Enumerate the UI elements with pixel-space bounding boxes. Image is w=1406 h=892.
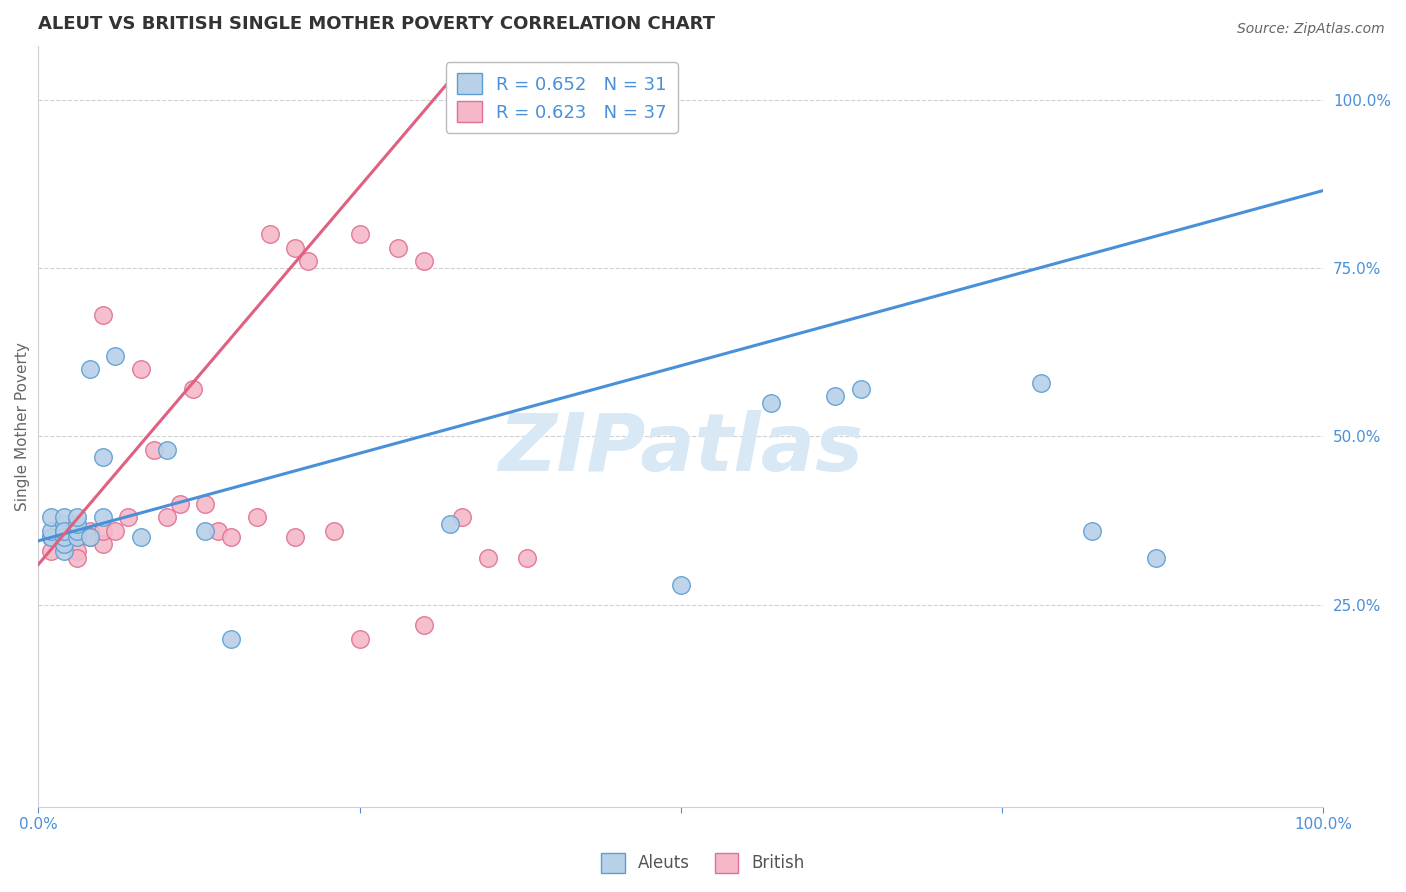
Point bbox=[79, 531, 101, 545]
Point bbox=[39, 510, 62, 524]
Point bbox=[284, 241, 307, 255]
Point bbox=[1029, 376, 1052, 390]
Point bbox=[39, 531, 62, 545]
Point bbox=[349, 632, 371, 646]
Point bbox=[53, 537, 76, 551]
Point bbox=[66, 531, 89, 545]
Point bbox=[53, 531, 76, 545]
Point bbox=[143, 442, 166, 457]
Point bbox=[53, 544, 76, 558]
Point bbox=[104, 349, 127, 363]
Point bbox=[194, 497, 217, 511]
Point bbox=[66, 524, 89, 538]
Point bbox=[412, 254, 434, 268]
Point bbox=[259, 227, 281, 242]
Point bbox=[53, 537, 76, 551]
Point bbox=[516, 550, 538, 565]
Point bbox=[66, 544, 89, 558]
Point bbox=[66, 531, 89, 545]
Point bbox=[129, 531, 152, 545]
Legend: Aleuts, British: Aleuts, British bbox=[595, 847, 811, 880]
Point bbox=[91, 308, 114, 322]
Text: ALEUT VS BRITISH SINGLE MOTHER POVERTY CORRELATION CHART: ALEUT VS BRITISH SINGLE MOTHER POVERTY C… bbox=[38, 15, 716, 33]
Point bbox=[412, 618, 434, 632]
Point bbox=[284, 531, 307, 545]
Point bbox=[439, 516, 461, 531]
Point bbox=[219, 632, 242, 646]
Point bbox=[156, 510, 179, 524]
Text: ZIPatlas: ZIPatlas bbox=[498, 410, 863, 488]
Text: Source: ZipAtlas.com: Source: ZipAtlas.com bbox=[1237, 22, 1385, 37]
Point bbox=[53, 510, 76, 524]
Point bbox=[79, 531, 101, 545]
Point bbox=[669, 577, 692, 591]
Point bbox=[104, 524, 127, 538]
Legend: R = 0.652   N = 31, R = 0.623   N = 37: R = 0.652 N = 31, R = 0.623 N = 37 bbox=[446, 62, 678, 133]
Point bbox=[322, 524, 344, 538]
Point bbox=[66, 516, 89, 531]
Point bbox=[451, 510, 474, 524]
Point bbox=[91, 524, 114, 538]
Point bbox=[53, 524, 76, 538]
Point bbox=[117, 510, 139, 524]
Point bbox=[759, 396, 782, 410]
Point bbox=[53, 524, 76, 538]
Point bbox=[91, 510, 114, 524]
Point bbox=[349, 227, 371, 242]
Point bbox=[91, 537, 114, 551]
Point bbox=[39, 531, 62, 545]
Point bbox=[53, 516, 76, 531]
Point bbox=[39, 524, 62, 538]
Point bbox=[477, 550, 499, 565]
Point bbox=[91, 450, 114, 464]
Point bbox=[53, 524, 76, 538]
Point bbox=[194, 524, 217, 538]
Point bbox=[79, 524, 101, 538]
Point bbox=[219, 531, 242, 545]
Point bbox=[39, 544, 62, 558]
Point bbox=[207, 524, 229, 538]
Point bbox=[297, 254, 319, 268]
Point bbox=[66, 550, 89, 565]
Point bbox=[824, 389, 846, 403]
Y-axis label: Single Mother Poverty: Single Mother Poverty bbox=[15, 342, 30, 511]
Point bbox=[79, 362, 101, 376]
Point bbox=[246, 510, 269, 524]
Point bbox=[181, 382, 204, 396]
Point bbox=[1144, 550, 1167, 565]
Point bbox=[387, 241, 409, 255]
Point bbox=[169, 497, 191, 511]
Point bbox=[53, 531, 76, 545]
Point bbox=[156, 442, 179, 457]
Point bbox=[66, 510, 89, 524]
Point bbox=[129, 362, 152, 376]
Point bbox=[1081, 524, 1104, 538]
Point bbox=[849, 382, 872, 396]
